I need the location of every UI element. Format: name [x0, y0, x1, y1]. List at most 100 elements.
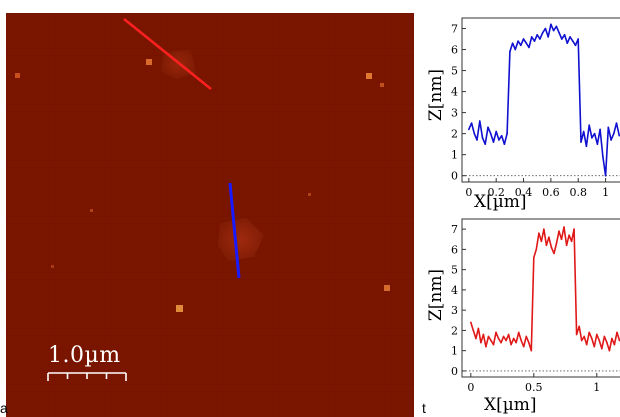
- blue-chart-data-point: [599, 128, 601, 131]
- red-chart-data-point: [522, 345, 525, 348]
- blue-chart-data-point: [470, 122, 473, 124]
- blue-chart-data-point: [484, 143, 487, 145]
- blue-chart-data-point: [541, 31, 544, 34]
- red-chart-data-point: [505, 339, 507, 342]
- red-chart-data-point: [527, 341, 530, 344]
- flake-middle: [218, 218, 264, 261]
- red-chart-data-point: [472, 329, 475, 332]
- particle: [146, 59, 152, 65]
- red-chart-ytick-label: 0: [451, 365, 458, 378]
- blue-chart-xtick-label: 0.2: [487, 186, 505, 199]
- red-chart-data-point: [585, 343, 588, 346]
- blue-chart-data-point: [588, 124, 590, 127]
- blue-chart-data-point: [607, 126, 610, 129]
- blue-chart-data-point: [602, 155, 604, 158]
- red-chart-data-point: [515, 341, 517, 344]
- red-chart-data-point: [553, 252, 555, 255]
- afm-image-svg: [6, 13, 414, 417]
- red-chart-data-point: [565, 244, 568, 247]
- red-chart-data-point: [611, 337, 613, 340]
- red-chart-data-point: [601, 347, 603, 350]
- red-chart-data-point: [583, 335, 586, 338]
- red-chart-data-point: [560, 238, 563, 241]
- blue-chart-data-point: [604, 174, 607, 177]
- blue-chart-plot-frame: [461, 17, 620, 183]
- blue-chart-xtick-label: 0.4: [515, 186, 533, 199]
- blue-chart-data-point: [487, 126, 489, 129]
- red-chart-data-point: [543, 228, 545, 230]
- red-chart-data-point: [606, 341, 608, 344]
- height-profile-chart-red: 0 1 2 3 4 5 6 7 0 0.5 1: [440, 213, 620, 403]
- red-chart-data-point: [568, 234, 570, 237]
- particle: [308, 193, 311, 196]
- red-chart-data-point: [555, 242, 558, 245]
- red-chart-data-point: [578, 325, 580, 328]
- red-chart-data-point: [502, 335, 505, 338]
- red-chart-profile-line: [470, 226, 620, 352]
- red-chart-data-point: [485, 345, 487, 348]
- red-chart-data-point: [492, 343, 495, 346]
- red-chart-data-point: [497, 337, 500, 340]
- red-chart-plot-frame: [461, 218, 620, 378]
- blue-chart-data-point: [514, 48, 517, 51]
- caption-fragment-left: a: [0, 400, 8, 416]
- red-chart-data-point: [570, 240, 573, 243]
- blue-chart-data-point: [612, 132, 615, 135]
- red-chart-ytick-label: 5: [451, 264, 458, 277]
- blue-chart-data-point: [591, 137, 593, 139]
- scale-bar: [47, 372, 127, 381]
- red-chart-xtick-label: 0.5: [525, 381, 543, 394]
- red-chart-data-point: [530, 349, 533, 352]
- blue-chart-data-point: [481, 137, 484, 139]
- blue-chart-data-point: [552, 29, 555, 32]
- red-chart-data-point: [548, 236, 550, 239]
- red-chart-ytick-label: 1: [451, 345, 458, 358]
- blue-chart-data-point: [574, 44, 577, 47]
- blue-chart-data-point: [528, 46, 530, 49]
- particle: [384, 285, 390, 291]
- particle: [90, 209, 93, 212]
- blue-chart-ytick-label: 2: [451, 128, 458, 141]
- blue-chart-data-point: [530, 36, 533, 38]
- red-chart-data-point: [613, 343, 616, 346]
- red-chart-ytick-label: 3: [451, 304, 458, 317]
- blue-chart-data-point: [580, 141, 582, 143]
- blue-chart-ytick-label: 1: [451, 149, 458, 162]
- blue-chart-xtick-label: 0.8: [569, 186, 587, 199]
- scale-bar-label: 1.0µm: [48, 343, 121, 368]
- red-chart-data-point: [550, 246, 553, 249]
- red-chart-data-point: [593, 345, 596, 348]
- blue-chart-data-point: [511, 42, 514, 45]
- red-chart-ylabel: Z[nm]: [426, 268, 446, 322]
- red-chart-data-point: [480, 341, 482, 344]
- particle: [15, 73, 20, 78]
- blue-chart-profile-line: [468, 23, 620, 177]
- red-chart-data-point: [470, 321, 472, 324]
- blue-chart-ytick-label: 6: [451, 44, 458, 57]
- red-chart-data-point: [520, 339, 523, 342]
- red-chart-data-point: [487, 335, 490, 338]
- red-chart-ytick-label: 2: [451, 324, 458, 337]
- blue-chart-data-point: [547, 36, 549, 38]
- red-chart-data-point: [608, 349, 611, 352]
- blue-chart-data-point: [473, 132, 476, 135]
- red-chart-data-point: [477, 327, 480, 330]
- blue-chart-data-point: [478, 120, 481, 122]
- red-chart-data-point: [588, 331, 591, 334]
- red-chart-data-point: [598, 339, 601, 342]
- blue-chart-data-point: [577, 38, 580, 40]
- red-chart-data-point: [596, 333, 598, 336]
- blue-chart-data-point: [555, 25, 558, 28]
- blue-chart-data-point: [610, 139, 612, 141]
- blue-chart-xtick-label: 0.6: [542, 186, 560, 199]
- red-chart-ytick-label: 7: [451, 223, 458, 236]
- blue-chart-data-point: [498, 139, 500, 141]
- red-profile-svg: 0 1 2 3 4 5 6 7 0 0.5 1: [451, 218, 620, 394]
- red-chart-data-point: [540, 240, 543, 243]
- blue-chart-data-point: [533, 40, 536, 42]
- blue-chart-data-point: [550, 23, 552, 26]
- red-chart-data-point: [490, 339, 492, 342]
- blue-chart-xtick-label: 0: [465, 186, 472, 199]
- blue-chart-xlabel: X[µm]: [474, 192, 527, 212]
- blue-profile-svg: 0 1 2 3 4 5 6 7 0 0.2 0.4 0.6 0.8 1: [451, 17, 620, 199]
